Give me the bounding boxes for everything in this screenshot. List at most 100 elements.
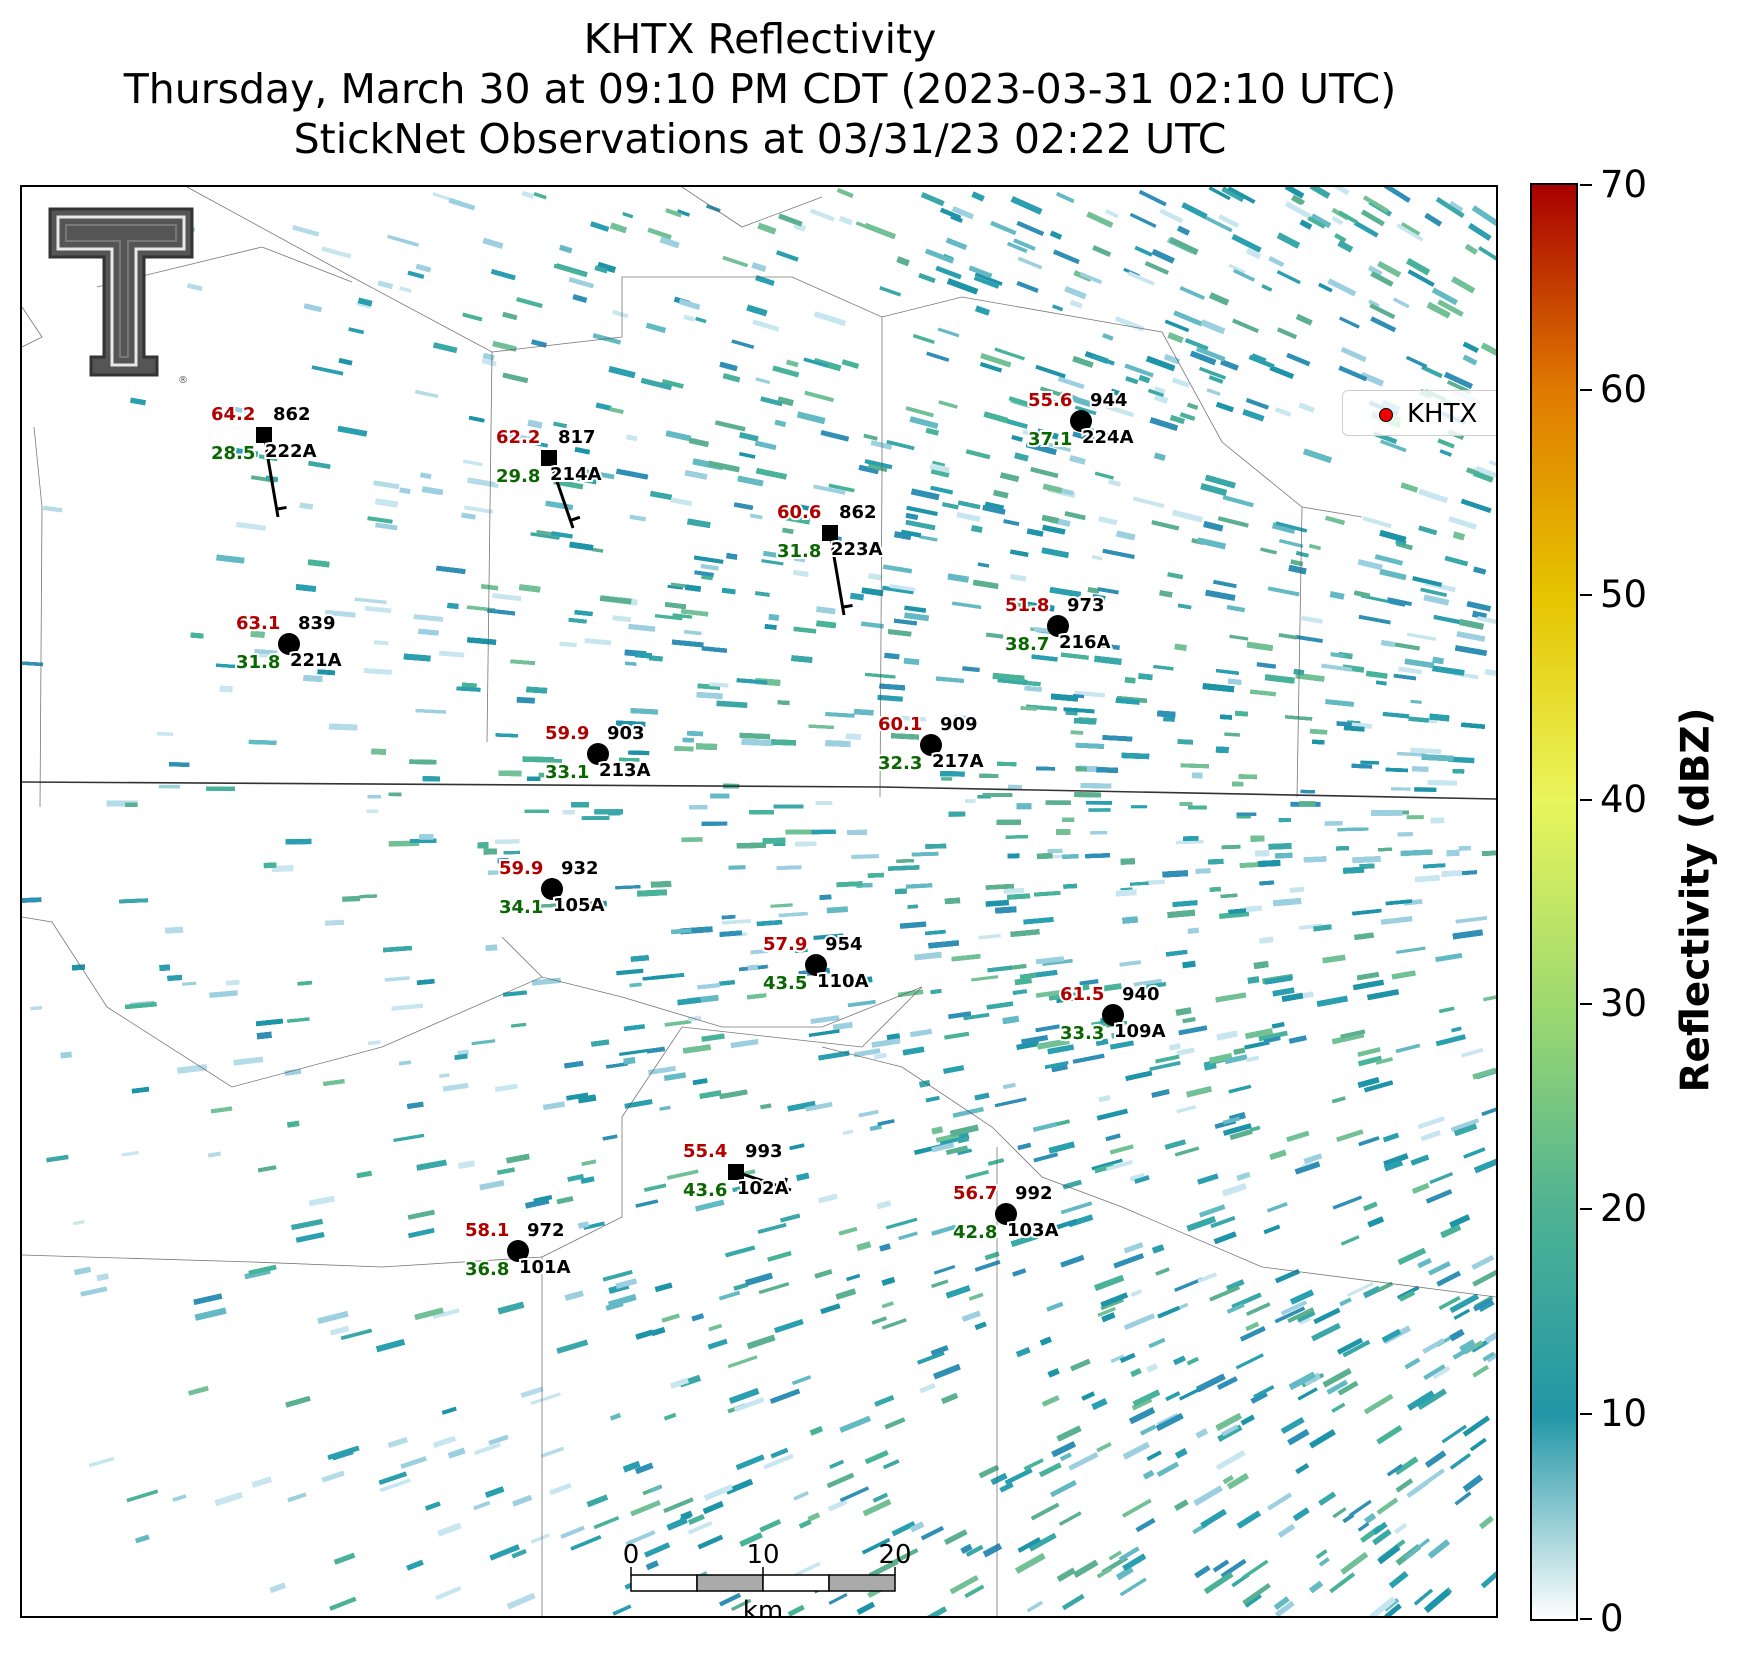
registered-mark: ® <box>178 375 188 386</box>
station-pressure: 944 <box>1090 390 1128 411</box>
station-217a[interactable]: 60.1 909 32.3 217A <box>876 712 986 776</box>
scale-segment <box>696 1574 764 1592</box>
scale-segment <box>828 1574 896 1592</box>
station-224a[interactable]: 55.6 944 37.1 224A <box>1026 388 1136 452</box>
colorbar-tick-label: 40 <box>1600 777 1648 821</box>
title-line-1: KHTX Reflectivity <box>583 15 937 63</box>
station-222a[interactable]: 64.2 862 28.5 222A <box>209 402 319 518</box>
station-pressure: 993 <box>745 1141 783 1162</box>
station-temp: 58.1 <box>465 1220 509 1241</box>
station-223a[interactable]: 60.6 862 31.8 223A <box>775 500 885 616</box>
station-circle-icon <box>805 954 827 976</box>
station-id: 109A <box>1114 1021 1166 1042</box>
scale-tick-label: 20 <box>878 1540 911 1570</box>
wind-barb-icon <box>547 457 575 529</box>
station-temp: 64.2 <box>211 404 255 425</box>
station-pressure: 903 <box>607 723 645 744</box>
station-temp: 63.1 <box>236 613 280 634</box>
station-pressure: 909 <box>940 714 978 735</box>
scale-bar: 0 10 20 km <box>623 1540 912 1616</box>
station-221a[interactable]: 63.1 839 31.8 221A <box>234 611 344 675</box>
scale-tick-label: 10 <box>746 1540 779 1570</box>
station-pressure: 862 <box>839 502 877 523</box>
colorbar-tick-label: 70 <box>1600 163 1648 206</box>
station-circle-icon <box>587 743 609 765</box>
station-temp: 57.9 <box>763 934 807 955</box>
station-id: 110A <box>817 971 869 992</box>
station-pressure: 932 <box>561 858 599 879</box>
radar-map-canvas[interactable]: 64.2 862 28.5 222A 62.2 817 29.8 214A 60.6 862 31.… <box>22 187 1496 1616</box>
station-temp: 60.6 <box>777 502 821 523</box>
station-dewpoint: 28.5 <box>211 443 255 464</box>
scale-unit: km <box>743 1596 783 1616</box>
station-id: 217A <box>932 751 984 772</box>
colorbar-tick-label: 20 <box>1600 1187 1648 1231</box>
station-circle-icon <box>920 734 942 756</box>
station-dewpoint: 38.7 <box>1005 634 1049 655</box>
reflectivity-field <box>22 187 1496 1616</box>
station-circle-icon <box>995 1203 1017 1225</box>
station-id: 213A <box>599 760 651 781</box>
colorbar-tick-label: 0 <box>1600 1597 1624 1640</box>
station-id: 101A <box>519 1257 571 1278</box>
station-dewpoint: 37.1 <box>1028 429 1072 450</box>
station-id: 105A <box>553 895 605 916</box>
station-216a[interactable]: 51.8 973 38.7 216A <box>1003 593 1113 657</box>
station-pressure: 862 <box>273 404 311 425</box>
station-pressure: 972 <box>527 1220 565 1241</box>
colorbar-tick <box>1580 1618 1592 1620</box>
station-id: 216A <box>1059 632 1111 653</box>
station-square-icon <box>541 450 557 466</box>
county-boundaries <box>22 187 1496 1616</box>
station-dewpoint: 31.8 <box>236 652 280 673</box>
station-square-icon <box>728 1164 744 1180</box>
station-dewpoint: 42.8 <box>953 1222 997 1243</box>
station-temp: 51.8 <box>1005 595 1049 616</box>
station-101a[interactable]: 58.1 972 36.8 101A <box>463 1218 573 1282</box>
station-id: 223A <box>831 539 883 560</box>
station-id: 102A <box>737 1178 789 1199</box>
colorbar-tick-label: 30 <box>1600 982 1648 1026</box>
colorbar-tick-label: 60 <box>1600 367 1648 411</box>
scale-tick-label: 0 <box>623 1540 640 1570</box>
station-213a[interactable]: 59.9 903 33.1 213A <box>543 721 653 785</box>
radar-map[interactable]: 64.2 862 28.5 222A 62.2 817 29.8 214A 60.6 862 31.… <box>20 185 1498 1618</box>
station-pressure: 992 <box>1015 1183 1053 1204</box>
station-circle-icon <box>541 878 563 900</box>
station-id: 221A <box>290 650 342 671</box>
map-legend: KHTX <box>1342 390 1496 436</box>
station-dewpoint: 43.5 <box>763 973 807 994</box>
station-square-icon <box>822 525 838 541</box>
station-id: 224A <box>1082 427 1134 448</box>
title-line-3: StickNet Observations at 03/31/23 02:22 … <box>293 115 1227 163</box>
station-temp: 56.7 <box>953 1183 997 1204</box>
station-102a[interactable]: 55.4 993 43.6 102A <box>681 1139 792 1203</box>
station-circle-icon <box>1070 410 1092 432</box>
station-dewpoint: 31.8 <box>777 541 821 562</box>
station-214a[interactable]: 62.2 817 29.8 214A <box>494 425 604 529</box>
colorbar-tick <box>1580 388 1592 391</box>
station-pressure: 954 <box>825 934 863 955</box>
title-line-2: Thursday, March 30 at 09:10 PM CDT (2023… <box>123 65 1397 113</box>
colorbar-tick <box>1580 1003 1592 1006</box>
station-105a[interactable]: 59.9 932 34.1 105A <box>497 856 607 920</box>
station-109a[interactable]: 61.5 940 33.3 109A <box>1058 982 1168 1046</box>
station-temp: 60.1 <box>878 714 922 735</box>
station-110a[interactable]: 57.9 954 43.5 110A <box>761 932 871 996</box>
station-temp: 62.2 <box>496 427 540 448</box>
station-dewpoint: 43.6 <box>683 1180 727 1201</box>
station-dewpoint: 36.8 <box>465 1259 509 1280</box>
station-circle-icon <box>507 1240 529 1262</box>
station-id: 222A <box>265 441 317 462</box>
sticknet-stations: 64.2 862 28.5 222A 62.2 817 29.8 214A 60.6 862 31.… <box>209 388 1168 1282</box>
colorbar-title: Reflectivity (dBZ) <box>1673 707 1719 1093</box>
station-103a[interactable]: 56.7 992 42.8 103A <box>951 1181 1061 1245</box>
legend-label: KHTX <box>1407 399 1478 429</box>
wind-barb-icon <box>735 1170 792 1192</box>
khtx-marker-icon <box>1379 408 1393 422</box>
colorbar-tick <box>1580 184 1592 186</box>
scale-segment <box>762 1574 830 1592</box>
station-square-icon <box>256 427 272 443</box>
station-pressure: 839 <box>298 613 336 634</box>
station-dewpoint: 29.8 <box>496 466 540 487</box>
